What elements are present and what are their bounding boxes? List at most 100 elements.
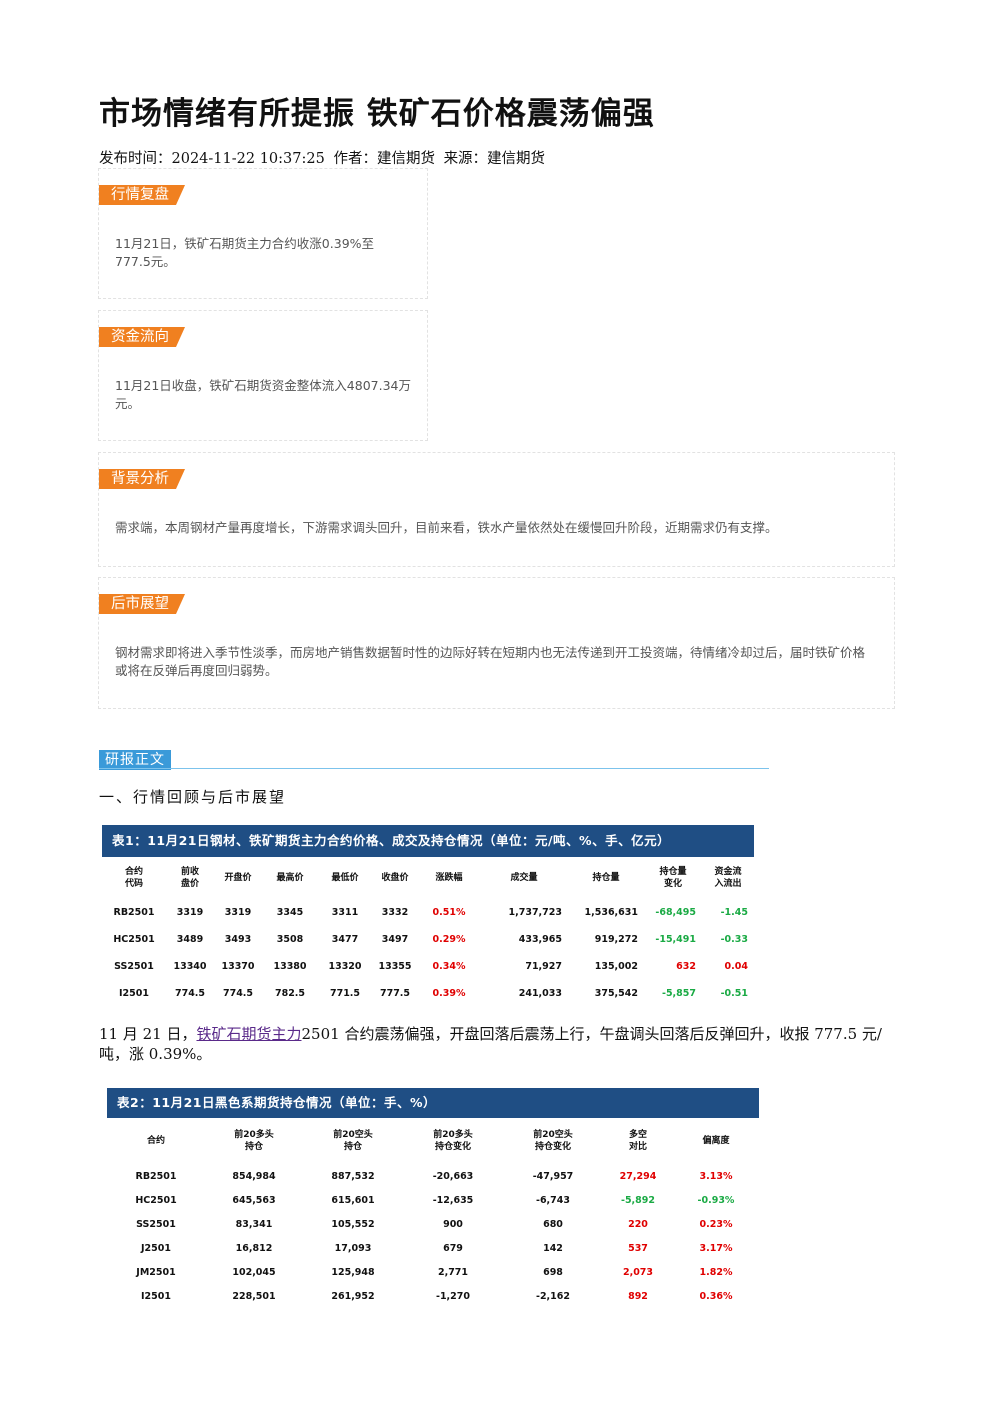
source: 建信期货 [487, 151, 546, 167]
table-cell: 3489 [176, 934, 204, 945]
table-cell: 13370 [221, 961, 255, 972]
table-row: RB2501 854,984 887,532 -20,663 -47,957 27,294… [107, 1164, 759, 1188]
table-futures-prices: 表1：11月21日钢材、铁矿期货主力合约价格、成交及持仓情况（单位：元/吨、%、… [102, 825, 754, 1007]
box-tag: 行情复盘 [99, 185, 185, 205]
column-header: 前20多头 持仓变化 [433, 1130, 473, 1152]
table-row: HC2501 3489 3493 3508 3477 3497 0.29% 433,965 91… [102, 926, 754, 953]
column-header: 前20空头 持仓变化 [533, 1130, 573, 1152]
table-cell: RB2501 [113, 907, 155, 918]
table-cell: -68,495 [655, 907, 696, 918]
table-cell: JM2501 [136, 1266, 176, 1278]
column-header: 合约 代码 [124, 867, 143, 889]
table-cell: HC2501 [113, 934, 155, 945]
table-title: 表2：11月21日黑色系期货持仓情况（单位：手、%） [107, 1088, 759, 1118]
table-cell: 0.39% [432, 988, 466, 999]
summary-box-fund-flow: 资金流向 11月21日收盘，铁矿石期货资金整体流入4807.34万元。 [98, 310, 428, 441]
table-cell: 774.5 [174, 988, 206, 999]
table-cell: 3508 [276, 934, 304, 945]
column-header: 收盘价 [381, 873, 409, 883]
publish-label: 发布时间： [99, 151, 172, 167]
table-cell: 105,552 [331, 1218, 375, 1230]
table-cell: 887,532 [331, 1170, 375, 1182]
table-cell: 71,927 [525, 961, 562, 972]
table-cell: 680 [543, 1218, 563, 1230]
table-cell: 2,073 [622, 1266, 654, 1278]
table-row: I2501 774.5 774.5 782.5 771.5 777.5 0.39% 241,0… [102, 980, 754, 1007]
table-cell: 241,033 [518, 988, 562, 999]
table-cell: -2,162 [536, 1290, 570, 1302]
table-cell: 83,341 [235, 1218, 273, 1230]
box-text: 11月21日收盘，铁矿石期货资金整体流入4807.34万元。 [115, 378, 412, 411]
table-row: I2501 228,501 261,952 -1,270 -2,162 892 0.36% [107, 1284, 759, 1308]
table-cell: 615,601 [331, 1194, 375, 1206]
table-cell: 433,965 [518, 934, 562, 945]
summary-box-outlook: 后市展望 钢材需求即将进入季节性淡季，而房地产销售数据暂时性的边际好转在短期内也… [98, 577, 895, 709]
table-cell: 782.5 [274, 988, 306, 999]
table-cell: 3477 [331, 934, 359, 945]
column-header: 最高价 [276, 873, 304, 883]
table-cell: 0.04 [724, 961, 748, 972]
table-cell: -6,743 [536, 1194, 570, 1206]
table-cell: 13340 [173, 961, 207, 972]
table-cell: 125,948 [331, 1266, 375, 1278]
futures-link[interactable]: 铁矿石期货主力 [196, 1025, 302, 1043]
box-text: 需求端，本周钢材产量再度增长，下游需求调头回升，目前来看，铁水产量依然处在缓慢回… [115, 520, 778, 535]
table-cell: -0.33 [720, 934, 748, 945]
table-cell: 679 [443, 1242, 463, 1254]
table-cell: 3319 [176, 907, 204, 918]
table-cell: 375,542 [594, 988, 638, 999]
table-cell: 645,563 [232, 1194, 276, 1206]
table-cell: 3.17% [699, 1242, 733, 1254]
table-cell: 774.5 [222, 988, 254, 999]
table-cell: 0.29% [432, 934, 466, 945]
para-suffix: 2501 合约震荡偏强，开盘回落后震荡上行，午盘调头回落后反弹回升，收报 777… [99, 1025, 882, 1063]
table-title: 表1：11月21日钢材、铁矿期货主力合约价格、成交及持仓情况（单位：元/吨、%、… [102, 825, 754, 857]
table-cell: -0.93% [697, 1194, 735, 1206]
table-cell: 228,501 [232, 1290, 276, 1302]
article-meta: 发布时间：2024-11-22 10:37:25 作者：建信期货 来源：建信期货 [99, 147, 549, 168]
table-cell: 919,272 [594, 934, 638, 945]
table-cell: 3345 [276, 907, 304, 918]
table-cell: 1,737,723 [508, 907, 563, 918]
column-header: 最低价 [331, 873, 359, 883]
box-text: 11月21日，铁矿石期货主力合约收涨0.39%至777.5元。 [115, 236, 375, 269]
table-row: HC2501 645,563 615,601 -12,635 -6,743 -5,892 -… [107, 1188, 759, 1212]
table-cell: 1,536,631 [584, 907, 639, 918]
table-cell: 632 [676, 961, 696, 972]
table-cell: -20,663 [432, 1170, 474, 1182]
table-cell: 102,045 [232, 1266, 276, 1278]
table-cell: SS2501 [114, 961, 154, 972]
table-cell: 698 [543, 1266, 563, 1278]
box-text: 钢材需求即将进入季节性淡季，而房地产销售数据暂时性的边际好转在短期内也无法传递到… [115, 645, 866, 678]
table-row: J2501 16,812 17,093 679 142 537 3.17% [107, 1236, 759, 1260]
table-cell: I2501 [119, 988, 149, 999]
table-cell: I2501 [141, 1290, 171, 1302]
section-heading: 一、行情回顾与后市展望 [99, 788, 287, 806]
table-cell: RB2501 [135, 1170, 177, 1182]
table-row: SS2501 83,341 105,552 900 680 220 0.23% [107, 1212, 759, 1236]
author-label: 作者： [333, 151, 377, 167]
section-tag: 研报正文 [99, 750, 171, 770]
summary-box-background: 背景分析 需求端，本周钢材产量再度增长，下游需求调头回升，目前来看，铁水产量依然… [98, 452, 895, 567]
table-cell: 3319 [224, 907, 252, 918]
table-row: JM2501 102,045 125,948 2,771 698 2,073 1.82% [107, 1260, 759, 1284]
table-cell: 0.36% [699, 1290, 733, 1302]
column-header: 偏离度 [702, 1136, 730, 1146]
table-cell: 854,984 [232, 1170, 276, 1182]
box-tag: 后市展望 [99, 594, 185, 614]
table-cell: 17,093 [334, 1242, 372, 1254]
column-header: 持仓量 [592, 873, 620, 883]
table-cell: 27,294 [619, 1170, 657, 1182]
table-body: 合约 代码 前收 盘价 开盘价 最高价 最低价 收盘价 涨跌幅 成交量 持仓量 持仓量 变化 资金流… [102, 857, 754, 1007]
table-cell: 13380 [273, 961, 307, 972]
box-tag: 背景分析 [99, 469, 185, 489]
article-title: 市场情绪有所提振 铁矿石价格震荡偏强 [99, 96, 655, 132]
table-cell: -15,491 [655, 934, 696, 945]
table-cell: 3497 [381, 934, 409, 945]
column-header: 持仓量 变化 [659, 867, 687, 889]
table-cell: 537 [628, 1242, 648, 1254]
table-cell: 0.34% [432, 961, 466, 972]
column-header: 前收 盘价 [180, 867, 199, 889]
column-header: 成交量 [510, 873, 538, 883]
column-header: 前20空头 持仓 [333, 1130, 373, 1152]
